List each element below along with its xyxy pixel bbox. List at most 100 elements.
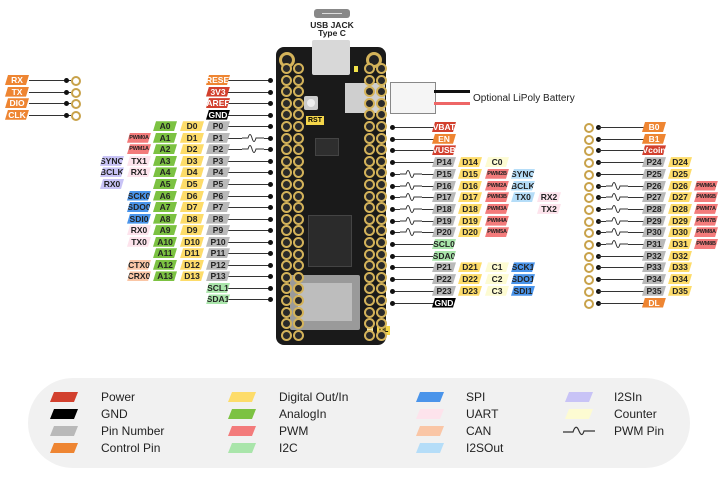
header-hole	[293, 237, 304, 248]
pwm-wave-icon	[606, 179, 628, 192]
pwm-wave-icon	[400, 202, 422, 215]
pin-line	[598, 302, 644, 304]
header-hole	[281, 132, 292, 144]
pin-label-uart: RX2	[537, 192, 561, 202]
pin-label-uart: RX1	[127, 167, 151, 177]
header-hole	[376, 179, 387, 190]
pin-dot	[390, 265, 395, 271]
pin-label-digital: D14	[458, 157, 482, 167]
header-hole	[281, 295, 292, 306]
pin-label-pin: P9	[206, 225, 230, 235]
legend-label: GND	[101, 407, 128, 421]
pin-ring	[584, 251, 594, 262]
pin-ring	[584, 123, 594, 133]
pin-label-digital: D17	[458, 192, 482, 202]
pin-label-digital: D0	[180, 121, 204, 131]
pin-label-pin: P4	[206, 167, 230, 177]
pin-label-pin: P26	[642, 181, 666, 191]
header-hole	[376, 283, 387, 295]
pin-line	[228, 80, 272, 81]
header-hole	[376, 329, 387, 341]
header-hole	[364, 121, 375, 132]
legend-swatch-i2sin	[565, 392, 593, 402]
pin-dot	[268, 78, 273, 83]
header-hole	[281, 271, 292, 283]
pin-ring	[584, 298, 594, 309]
pin-label-analog: A3	[153, 156, 177, 166]
header-hole	[293, 121, 304, 132]
header-hole	[281, 121, 292, 132]
pin-line	[228, 218, 272, 220]
reset-button[interactable]	[304, 96, 318, 110]
pin-dot	[390, 277, 395, 283]
pin-line	[598, 279, 644, 281]
pwm-wave-icon	[606, 238, 628, 250]
pin-label-pin: P5	[206, 179, 230, 189]
pin-label-pin: P7	[206, 202, 230, 212]
pin-line	[228, 114, 272, 116]
header-hole	[364, 179, 375, 190]
header-hole	[364, 329, 375, 341]
pin-line	[598, 267, 644, 269]
header-hole	[376, 202, 387, 214]
header-hole	[364, 248, 375, 260]
pin-label-control: DL	[642, 298, 666, 308]
pin-label-pin: P20	[432, 227, 456, 237]
pin-label-analog: A9	[153, 225, 177, 235]
pin-label-control: RESET	[206, 75, 235, 85]
usb-label-line1: USB JACK	[310, 20, 354, 30]
pin-label-digital: D10	[180, 237, 204, 247]
header-hole	[293, 86, 304, 98]
pin-dot	[268, 101, 273, 107]
pin-ring	[584, 263, 594, 274]
pin-ring	[584, 146, 594, 157]
pin-dot	[268, 216, 273, 222]
pin-line	[29, 114, 71, 116]
pin-ring	[584, 240, 594, 250]
header-hole	[293, 202, 304, 214]
pin-label-analog: A2	[153, 144, 177, 154]
pin-line	[392, 279, 434, 281]
pwm-wave-icon	[400, 226, 422, 239]
pin-label-digital: D21	[458, 262, 482, 272]
header-hole	[376, 121, 387, 132]
header-hole	[293, 318, 304, 330]
pin-label-i2sout: TX0	[511, 192, 535, 202]
legend-swatch-can	[416, 426, 444, 436]
pin-line	[228, 126, 272, 128]
pin-label-pwm: PWM2A	[485, 181, 509, 191]
legend-label: AnalogIn	[279, 407, 327, 421]
pin-label-digital: D33	[668, 262, 692, 272]
legend-swatch-gnd	[50, 409, 78, 419]
header-hole	[281, 318, 292, 330]
header-hole	[293, 109, 304, 121]
pin-label-control: EN	[432, 134, 456, 144]
pin-dot	[390, 242, 395, 247]
pin-label-pin: P0	[206, 121, 230, 131]
pin-label-pin: P10	[206, 237, 230, 247]
pwm-wave-icon	[606, 226, 628, 239]
header-hole	[293, 132, 304, 144]
header-hole	[364, 225, 375, 237]
pin-line	[598, 173, 644, 175]
pin-label-digital: D2	[180, 144, 204, 154]
pin-dot	[64, 101, 69, 107]
pin-label-digital: D1	[180, 133, 204, 143]
header-hole	[364, 86, 375, 98]
pin-label-digital: D8	[180, 214, 204, 224]
pin-line	[598, 127, 644, 128]
pin-label-analog: A6	[153, 191, 177, 201]
pin-ring	[71, 87, 81, 98]
pin-label-pin: P15	[432, 169, 456, 179]
pin-label-digital: D3	[180, 156, 204, 166]
header-hole	[281, 248, 292, 260]
pin-label-power: AREF	[206, 98, 230, 109]
header-hole	[293, 190, 304, 202]
pin-label-digital: D27	[668, 192, 692, 202]
header-hole	[364, 295, 375, 306]
pin-label-digital: D7	[180, 202, 204, 212]
pin-ring	[584, 169, 594, 180]
pin-ring	[584, 193, 594, 204]
legend-swatch-digital	[228, 392, 256, 402]
pin-line	[598, 138, 644, 140]
